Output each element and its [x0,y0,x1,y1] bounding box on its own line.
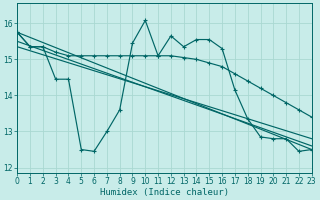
X-axis label: Humidex (Indice chaleur): Humidex (Indice chaleur) [100,188,229,197]
